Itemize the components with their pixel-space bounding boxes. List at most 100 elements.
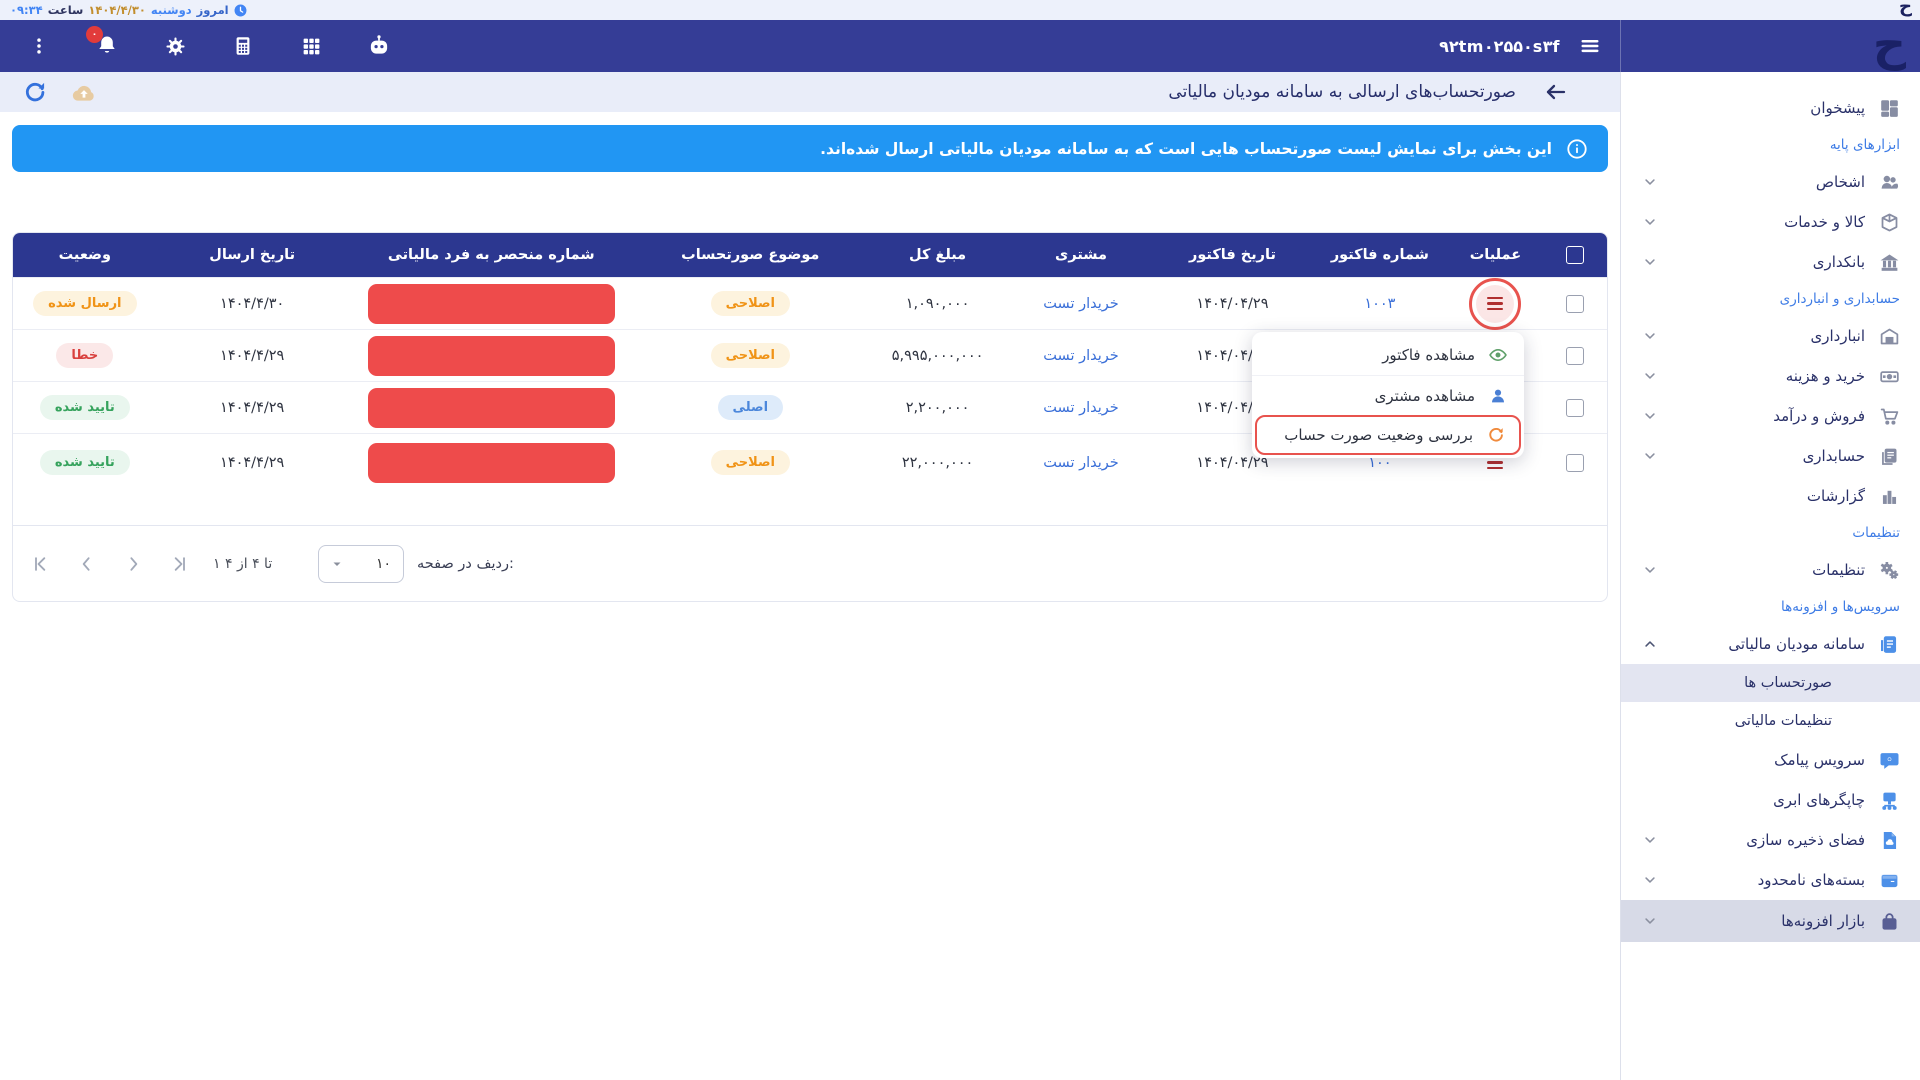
kebab-menu-icon[interactable] (26, 33, 52, 59)
invoices-table: عملیات شماره فاکتور تاریخ فاکتور مشتری مبلغ … (12, 232, 1608, 602)
status-cell: ارسال شده (13, 291, 156, 316)
sidebar-item-label: بسته‌های نامحدود (1757, 871, 1865, 889)
invoice-number: ۱۰۰ (1312, 455, 1447, 471)
navbar-icons: ۰ (26, 20, 392, 72)
table-footer: ۱ تا ۴ از ۴ ۱۰ ردیف در صفحه: (13, 525, 1607, 601)
next-page-button[interactable] (123, 554, 143, 574)
row-checkbox[interactable] (1566, 346, 1585, 365)
table-row: ۱۰۰ ۱۴۰۴/۰۴/۲۹ خریدار تست ۲۲,۰۰۰,۰۰۰ اصلاحی ۱… (13, 433, 1607, 491)
sidebar-item[interactable]: تنظیمات (1621, 550, 1920, 590)
row-checkbox-cell (1543, 398, 1607, 417)
sidebar-item-main: اشخاص (1816, 172, 1900, 193)
sidebar-item[interactable]: بانکداری (1621, 242, 1920, 282)
customer-link[interactable]: خریدار تست (1043, 399, 1119, 416)
sidebar-subitem[interactable]: تنظیمات مالیاتی (1734, 713, 1832, 729)
hamburger-menu-icon[interactable] (1578, 34, 1602, 58)
sidebar-item[interactable]: چاپگرهای ابری (1621, 780, 1920, 820)
customer-link[interactable]: خریدار تست (1043, 347, 1119, 364)
sidebar-item[interactable]: انبارداری (1621, 316, 1920, 356)
table-header-row: عملیات شماره فاکتور تاریخ فاکتور مشتری مبلغ … (13, 233, 1607, 277)
current-time: ۰۹:۳۴ (10, 3, 43, 17)
rows-per-page-value: ۱۰ (375, 556, 391, 572)
total-amount: ۲,۲۰۰,۰۰۰ (905, 399, 970, 416)
sidebar-item[interactable]: حسابداری (1621, 436, 1920, 476)
subject-chip: اصلی (717, 395, 784, 420)
menu-item-refresh-orange[interactable]: بررسی وضعیت صورت حساب (1255, 415, 1521, 455)
customer-cell: خریدار تست (1009, 296, 1152, 312)
sidebar-subitem[interactable]: صورتحساب ها (1621, 664, 1920, 702)
notifications-bell-icon[interactable]: ۰ (86, 26, 120, 59)
sidebar-item-main: چاپگرهای ابری (1773, 790, 1900, 811)
today-label: امروز (196, 3, 229, 17)
sidebar-item[interactable]: فضای ذخیره سازی (1621, 820, 1920, 860)
row-checkbox-cell (1543, 294, 1607, 313)
warehouse-icon (1879, 326, 1900, 347)
tax-uid-cell (348, 283, 635, 324)
sidebar-item-main: بازار افزونه‌ها (1781, 911, 1900, 932)
sidebar-item[interactable]: خرید و هزینه (1621, 356, 1920, 396)
notifications-badge: ۰ (86, 26, 103, 43)
back-arrow-icon[interactable] (1544, 80, 1568, 104)
rows-per-page-select[interactable]: ۱۰ (318, 545, 404, 583)
sidebar-item[interactable]: کالا و خدمات (1621, 202, 1920, 242)
apps-grid-icon[interactable] (298, 33, 324, 59)
sidebar-item-main: بانکداری (1813, 252, 1900, 273)
sidebar-item-label: حسابداری (1802, 447, 1865, 465)
select-caret-icon (331, 558, 343, 570)
col-customer: مشتری (1055, 247, 1108, 263)
tax-uid-redacted (367, 387, 615, 428)
chevron-down-icon (1643, 833, 1657, 847)
sidebar-item[interactable]: گزارشات (1621, 476, 1920, 516)
tax-uid-redacted (367, 442, 615, 483)
sidebar-item-label: پیشخوان (1810, 99, 1865, 117)
box-icon (1879, 212, 1900, 233)
select-all-checkbox[interactable] (1566, 246, 1585, 264)
total-amount: ۲۲,۰۰۰,۰۰۰ (901, 454, 974, 471)
main-content: صورتحساب‌های ارسالی به سامانه مودیان مال… (0, 72, 1620, 1080)
sidebar-item-label: فضای ذخیره سازی (1746, 831, 1865, 849)
menu-item-eye[interactable]: مشاهده فاکتور (1252, 335, 1524, 375)
col-invoice-number: شماره فاکتور (1330, 247, 1429, 263)
invoice-number-link[interactable]: ۱۰۰ (1368, 454, 1392, 471)
sidebar-item-label: سامانه مودیان مالیاتی (1728, 635, 1865, 653)
last-page-button[interactable] (169, 554, 189, 574)
menu-item-label: مشاهده مشتری (1374, 386, 1475, 405)
row-checkbox[interactable] (1566, 453, 1585, 472)
invoice-number: ۱۰۰۳ (1312, 296, 1447, 312)
sidebar-item-label: گزارشات (1806, 487, 1865, 505)
sidebar-item[interactable]: سامانه مودیان مالیاتی (1621, 624, 1920, 664)
customer-link[interactable]: خریدار تست (1043, 454, 1119, 471)
gears-icon (1879, 560, 1900, 581)
sidebar-item[interactable]: بسته‌های نامحدود (1621, 860, 1920, 900)
sidebar-item[interactable]: سرویس پیامک (1621, 740, 1920, 780)
prev-page-button[interactable] (77, 554, 97, 574)
sidebar-item[interactable]: پیشخوان (1621, 88, 1920, 128)
send-date: ۱۴۰۴/۴/۲۹ (220, 454, 285, 471)
sidebar-item[interactable]: فروش و درآمد (1621, 396, 1920, 436)
invoice-date: ۱۴۰۴/۰۴/۲۹ (1196, 399, 1269, 416)
assistant-robot-icon[interactable] (366, 33, 392, 59)
invoice-date: ۱۴۰۴/۰۴/۲۹ (1196, 347, 1269, 364)
first-page-button[interactable] (31, 554, 51, 574)
ledger-icon (1879, 446, 1900, 467)
menu-item-person[interactable]: مشاهده مشتری (1252, 375, 1524, 415)
hour-label: ساعت (47, 3, 84, 17)
sms-icon (1879, 750, 1900, 771)
sidebar-item[interactable]: اشخاص (1621, 162, 1920, 202)
invoice-number-link[interactable]: ۱۰۰۳ (1364, 295, 1396, 312)
row-checkbox[interactable] (1566, 294, 1585, 313)
row-checkbox[interactable] (1566, 398, 1585, 417)
sidebar-item-label: سرویس پیامک (1774, 751, 1865, 769)
refresh-icon[interactable] (22, 79, 48, 105)
tax-uid-cell (348, 387, 635, 428)
calculator-icon[interactable] (230, 33, 256, 59)
sidebar-item[interactable]: بازار افزونه‌ها (1621, 900, 1920, 942)
page-toolbar: صورتحساب‌های ارسالی به سامانه مودیان مال… (0, 72, 1620, 112)
row-actions-button[interactable] (1469, 277, 1522, 330)
account-area: ۹۲tm۰۲۵۵۰s۳f (1439, 20, 1602, 72)
settings-gear-icon[interactable] (162, 33, 188, 59)
customer-cell: خریدار تست (1009, 400, 1152, 416)
customer-link[interactable]: خریدار تست (1043, 295, 1119, 312)
sidebar-item-label: تنظیمات (1812, 561, 1865, 579)
cloud-upload-icon[interactable] (72, 79, 98, 105)
